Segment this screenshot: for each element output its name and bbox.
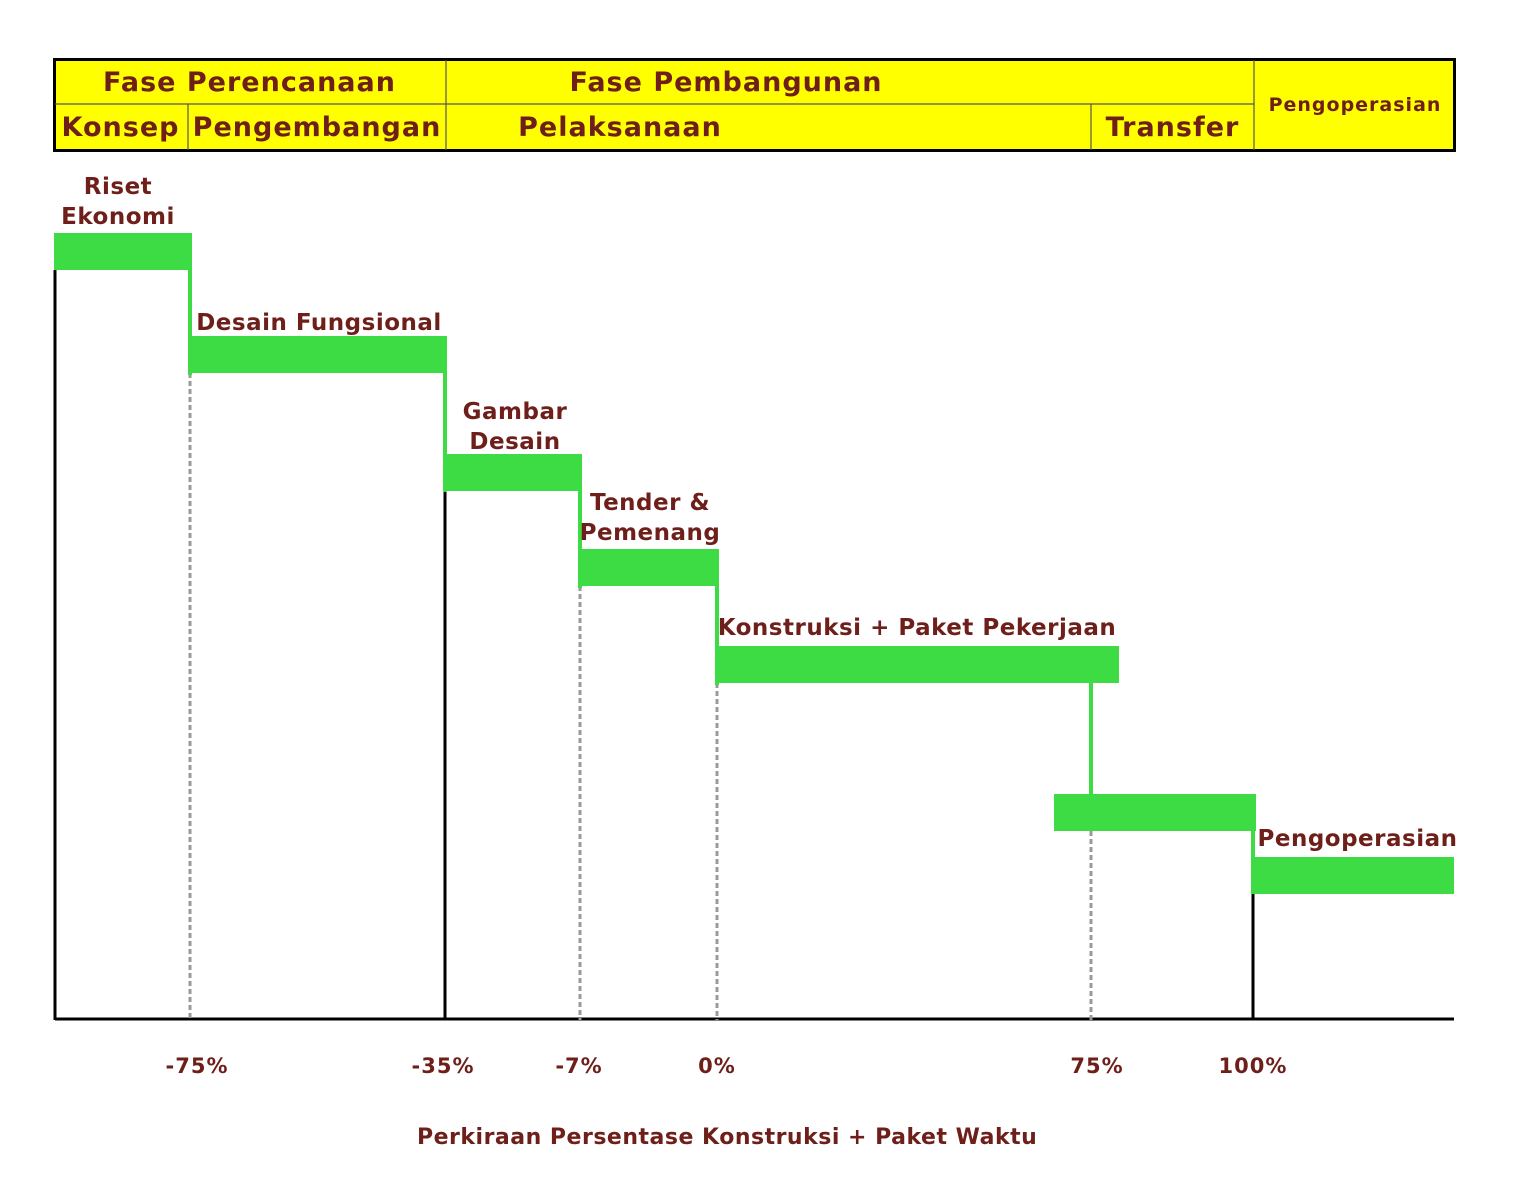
bar-tender bbox=[578, 549, 719, 586]
connector-6 bbox=[1251, 794, 1255, 894]
bar-functional-design bbox=[188, 336, 447, 373]
label-tender: Tender & Pemenang bbox=[575, 488, 725, 548]
bar-transfer bbox=[1054, 794, 1256, 831]
tick-label-minus-7: -7% bbox=[555, 1054, 603, 1078]
label-design-drawing-line1: Gambar bbox=[462, 399, 568, 425]
connector-4 bbox=[715, 549, 719, 685]
tick-label-75: 75% bbox=[1070, 1054, 1124, 1078]
tick-label-minus-75: -75% bbox=[165, 1054, 229, 1078]
phase-planning-label: Fase Perencanaan bbox=[103, 66, 396, 98]
tick-label-minus-35: -35% bbox=[411, 1054, 475, 1078]
bar-economic-research bbox=[54, 233, 192, 270]
bar-design-drawing bbox=[443, 454, 582, 491]
sub-execution-label: Pelaksanaan bbox=[518, 111, 722, 143]
sub-concept-label: Konsep bbox=[61, 111, 180, 143]
bar-operation bbox=[1253, 857, 1454, 894]
label-design-drawing-line2: Desain bbox=[469, 429, 561, 455]
label-tender-line2: Pemenang bbox=[579, 520, 721, 546]
phase-construction-label: Fase Pembangunan bbox=[569, 66, 883, 98]
connector-1 bbox=[188, 233, 192, 375]
connector-2 bbox=[443, 336, 447, 492]
connector-5 bbox=[1089, 646, 1093, 796]
label-tender-line1: Tender & bbox=[589, 490, 711, 516]
tick-label-zero: 0% bbox=[698, 1054, 736, 1078]
tick-label-100: 100% bbox=[1218, 1054, 1288, 1078]
sub-development-label: Pengembangan bbox=[192, 111, 442, 143]
axis-title: Perkiraan Persentase Konstruksi + Paket … bbox=[417, 1125, 1038, 1150]
label-economic-research-line2: Ekonomi bbox=[61, 204, 175, 230]
phase-operation-label: Pengoperasian bbox=[1268, 94, 1442, 116]
sub-transfer-label: Transfer bbox=[1105, 111, 1240, 143]
label-economic-research-line1: Riset bbox=[83, 174, 153, 200]
label-economic-research: Riset Ekonomi bbox=[54, 172, 182, 232]
label-functional-design: Desain Fungsional bbox=[196, 310, 442, 336]
bar-construction bbox=[715, 646, 1119, 683]
label-design-drawing: Gambar Desain bbox=[445, 397, 585, 457]
phase-header: Fase Perencanaan Fase Pembangunan Pengop… bbox=[53, 58, 1456, 152]
connector-3 bbox=[578, 454, 582, 588]
phase-header-grid bbox=[53, 58, 1456, 152]
label-operation: Pengoperasian bbox=[1257, 826, 1458, 852]
label-construction: Konstruksi + Paket Pekerjaan bbox=[717, 615, 1117, 641]
